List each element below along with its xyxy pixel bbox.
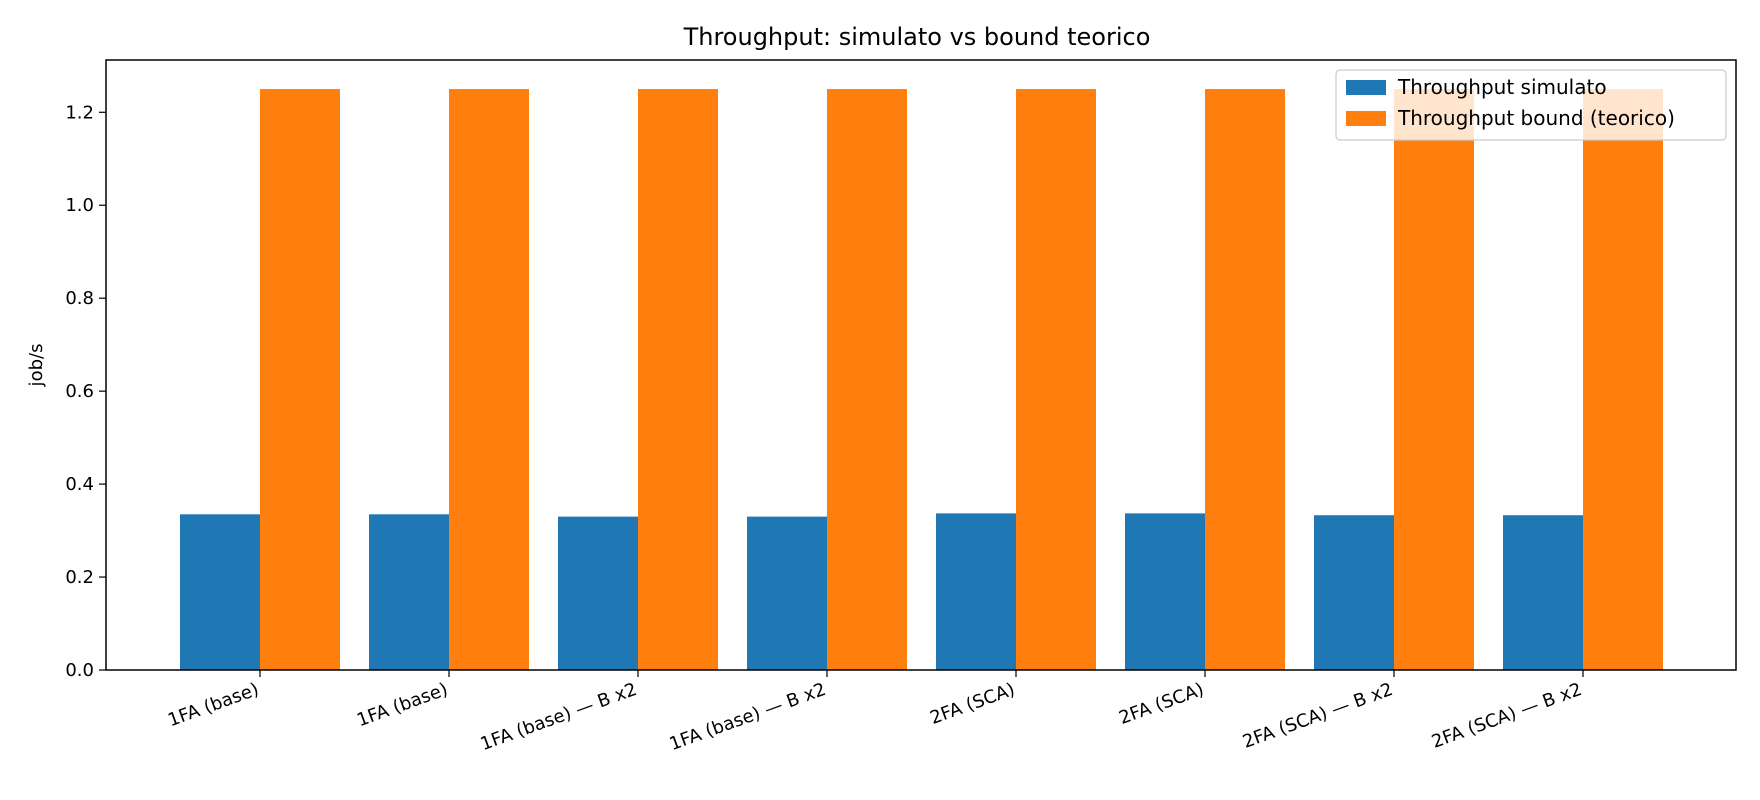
bar-series-2-category-8 xyxy=(1583,89,1663,671)
legend-swatch-1 xyxy=(1346,80,1386,95)
chart-title: Throughput: simulato vs bound teorico xyxy=(683,23,1151,51)
legend-swatch-2 xyxy=(1346,111,1386,126)
bar-series-1-category-1 xyxy=(180,514,260,670)
bar-series-1-category-4 xyxy=(747,516,827,670)
legend-label-1: Throughput simulato xyxy=(1397,75,1607,99)
legend: Throughput simulato Throughput bound (teo… xyxy=(1335,69,1727,141)
bar-series-1-category-2 xyxy=(369,514,449,670)
x-tick-label: 1FA (base) xyxy=(354,679,451,731)
bar-series-1-category-6 xyxy=(1125,513,1205,670)
y-tick-label: 0.4 xyxy=(65,474,94,495)
y-tick-label: 0.0 xyxy=(65,660,94,681)
bars-group xyxy=(180,89,1663,671)
bar-series-2-category-3 xyxy=(638,89,718,671)
bar-series-1-category-3 xyxy=(558,516,638,670)
bar-series-2-category-7 xyxy=(1394,89,1474,671)
bar-series-1-category-8 xyxy=(1503,515,1583,670)
bar-series-1-category-5 xyxy=(936,513,1016,670)
x-tick-label: 1FA (base) xyxy=(165,679,262,731)
y-tick-label: 0.6 xyxy=(65,381,94,402)
x-tick-label: 2FA (SCA) — B x2 xyxy=(1429,679,1585,753)
bar-series-2-category-5 xyxy=(1016,89,1096,671)
y-tick-label: 0.2 xyxy=(65,567,94,588)
y-axis-label: job/s xyxy=(26,344,47,388)
plot-frame xyxy=(105,59,1737,671)
y-axis: 0.0 0.2 0.4 0.6 0.8 1.0 1.2 xyxy=(65,102,106,681)
x-tick-label: 2FA (SCA) xyxy=(927,679,1017,729)
x-tick-label: 2FA (SCA) — B x2 xyxy=(1240,679,1396,753)
bar-series-2-category-4 xyxy=(827,89,907,671)
x-axis: 1FA (base) 1FA (base) 1FA (base) — B x2 1FA… xyxy=(165,670,1585,755)
bar-series-1-category-7 xyxy=(1314,515,1394,670)
x-tick-label: 1FA (base) — B x2 xyxy=(667,679,829,755)
legend-box xyxy=(1335,69,1727,141)
bar-series-2-category-2 xyxy=(449,89,529,671)
y-tick-label: 0.8 xyxy=(65,288,94,309)
x-tick-label: 2FA (SCA) xyxy=(1116,679,1206,729)
x-tick-label: 1FA (base) — B x2 xyxy=(478,679,640,755)
y-tick-label: 1.2 xyxy=(65,102,94,123)
y-tick-label: 1.0 xyxy=(65,195,94,216)
legend-label-2: Throughput bound (teorico) xyxy=(1397,106,1675,130)
bar-series-2-category-1 xyxy=(260,89,340,671)
bar-series-2-category-6 xyxy=(1205,89,1285,671)
